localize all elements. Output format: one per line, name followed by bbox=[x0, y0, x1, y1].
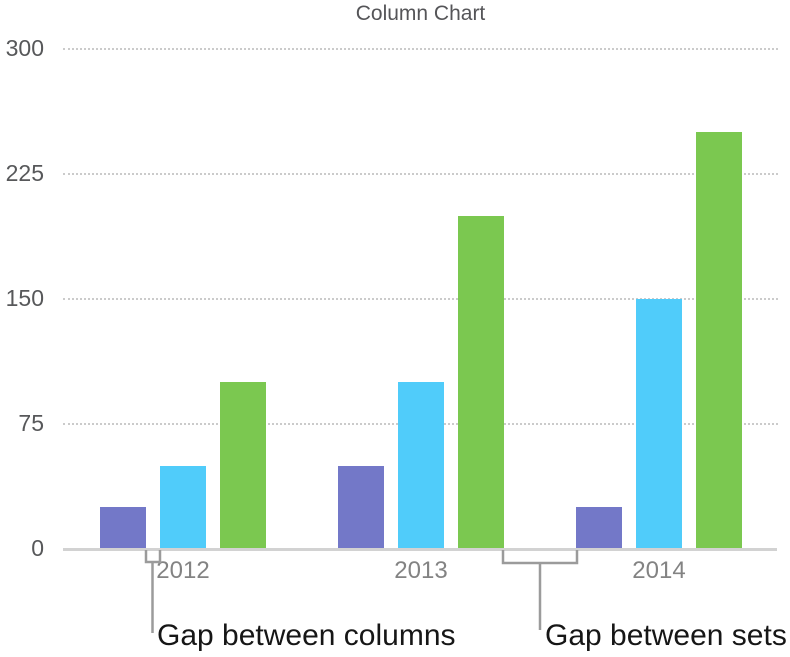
bar-2012-blue-series bbox=[160, 465, 206, 549]
y-tick-label-225: 225 bbox=[5, 160, 44, 186]
y-tick-label-0: 0 bbox=[31, 535, 44, 561]
gridline-150 bbox=[63, 298, 778, 300]
chart-title: Column Chart bbox=[355, 2, 486, 25]
x-category-label-2014: 2014 bbox=[632, 557, 686, 584]
y-tick-label-75: 75 bbox=[18, 410, 44, 436]
x-axis-baseline bbox=[63, 548, 777, 551]
x-category-label-2012: 2012 bbox=[156, 557, 210, 584]
bar-2014-green-series bbox=[696, 132, 742, 549]
gridline-225 bbox=[63, 173, 778, 175]
bar-2014-blue-series bbox=[636, 299, 682, 549]
gap-between-columns-label: Gap between columns bbox=[157, 619, 456, 652]
bar-2013-purple-series bbox=[338, 465, 384, 549]
y-tick-label-150: 150 bbox=[5, 285, 44, 311]
gap-between-sets-label: Gap between sets bbox=[545, 619, 787, 652]
y-tick-label-300: 300 bbox=[5, 35, 44, 61]
bar-2014-purple-series bbox=[576, 507, 622, 549]
gridline-300 bbox=[63, 48, 778, 50]
bar-2012-purple-series bbox=[100, 507, 146, 549]
x-category-label-2013: 2013 bbox=[394, 557, 448, 584]
bar-2013-blue-series bbox=[398, 382, 444, 549]
bar-2012-green-series bbox=[220, 382, 266, 549]
gap-between-sets-bracket bbox=[501, 550, 579, 630]
bar-2013-green-series bbox=[458, 215, 504, 549]
